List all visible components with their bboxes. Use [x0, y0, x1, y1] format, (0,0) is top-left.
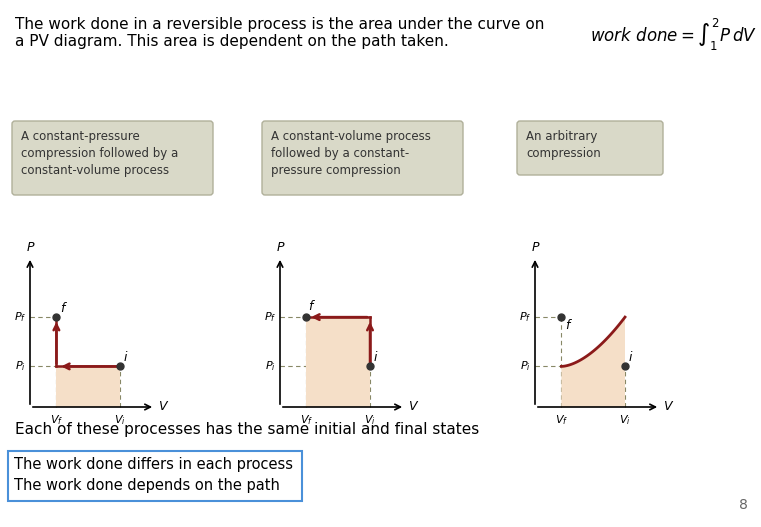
Text: P: P [531, 241, 539, 254]
Text: 8: 8 [739, 498, 748, 512]
Text: $\mathit{work\ done} = \int_1^2 P\,dV$: $\mathit{work\ done} = \int_1^2 P\,dV$ [590, 17, 757, 53]
Polygon shape [307, 317, 370, 407]
Text: $V_i$: $V_i$ [365, 413, 376, 427]
Text: f: f [60, 302, 65, 315]
Text: The work done in a reversible process is the area under the curve on
a PV diagra: The work done in a reversible process is… [15, 17, 544, 50]
Text: f: f [308, 300, 313, 313]
Polygon shape [56, 366, 120, 407]
Text: The work done differs in each process
The work done depends on the path: The work done differs in each process Th… [14, 457, 293, 493]
Text: $P_f$: $P_f$ [14, 310, 26, 324]
Text: $V_i$: $V_i$ [619, 413, 631, 427]
Text: A constant-pressure
compression followed by a
constant-volume process: A constant-pressure compression followed… [21, 130, 178, 177]
Text: i: i [374, 352, 377, 364]
Text: $V_f$: $V_f$ [555, 413, 568, 427]
Text: $V_f$: $V_f$ [49, 413, 63, 427]
FancyBboxPatch shape [262, 121, 463, 195]
Text: f: f [565, 319, 570, 332]
FancyBboxPatch shape [12, 121, 213, 195]
Text: i: i [629, 352, 632, 364]
Text: An arbitrary
compression: An arbitrary compression [526, 130, 600, 160]
FancyBboxPatch shape [8, 451, 302, 501]
Text: $V_i$: $V_i$ [114, 413, 126, 427]
Text: i: i [124, 352, 128, 364]
Text: Each of these processes has the same initial and final states: Each of these processes has the same ini… [15, 422, 479, 437]
Text: $P_i$: $P_i$ [265, 359, 276, 373]
Text: P: P [26, 241, 33, 254]
Text: $P_i$: $P_i$ [521, 359, 531, 373]
Text: $P_f$: $P_f$ [518, 310, 531, 324]
FancyBboxPatch shape [517, 121, 663, 175]
Text: V: V [408, 401, 416, 414]
Text: $P_f$: $P_f$ [263, 310, 276, 324]
Text: $V_f$: $V_f$ [300, 413, 313, 427]
Text: A constant-volume process
followed by a constant-
pressure compression: A constant-volume process followed by a … [271, 130, 431, 177]
Text: V: V [663, 401, 671, 414]
Text: V: V [158, 401, 167, 414]
Polygon shape [562, 317, 625, 407]
Text: P: P [276, 241, 284, 254]
Text: $P_i$: $P_i$ [15, 359, 26, 373]
